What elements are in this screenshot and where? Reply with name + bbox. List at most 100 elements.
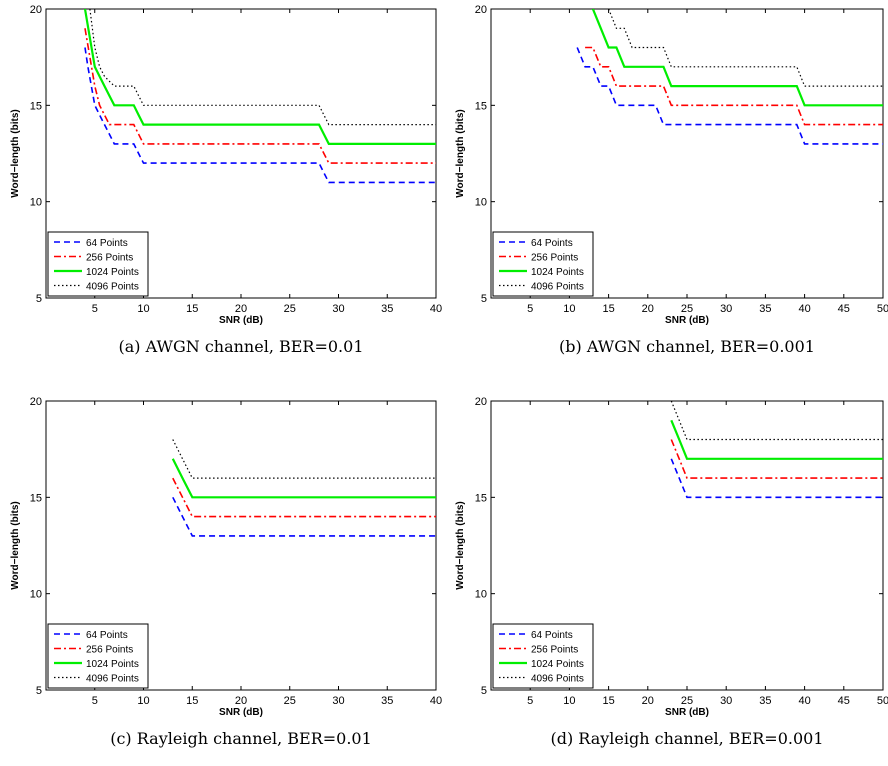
y-tick-label: 15 xyxy=(30,100,42,112)
x-tick-label: 10 xyxy=(563,695,575,707)
legend: 64 Points 256 Points 1024 Points 4096 Point… xyxy=(492,623,594,689)
legend-label: 64 Points xyxy=(531,630,573,641)
series-line xyxy=(670,439,883,479)
series-group xyxy=(171,439,436,537)
x-tick-label: 20 xyxy=(642,303,654,315)
series-line xyxy=(576,47,883,145)
y-tick-label: 5 xyxy=(36,685,42,697)
panel-caption: (d) Rayleigh channel, BER=0.001 xyxy=(550,729,823,748)
series-line xyxy=(171,458,436,499)
series-line xyxy=(670,419,883,460)
x-tick-label: 5 xyxy=(527,303,533,315)
y-tick-label: 20 xyxy=(475,4,487,16)
x-tick-label: 25 xyxy=(681,695,693,707)
y-tick-label: 10 xyxy=(475,589,487,601)
y-tick-label: 20 xyxy=(30,4,42,16)
legend-label: 256 Points xyxy=(86,253,133,264)
x-tick-label: 45 xyxy=(838,695,850,707)
legend-label: 4096 Points xyxy=(531,674,584,685)
y-tick-label: 10 xyxy=(30,589,42,601)
legend-label: 1024 Points xyxy=(86,267,139,278)
x-tick-label: 15 xyxy=(186,303,198,315)
y-axis-label: Word−length (bits) xyxy=(455,109,466,197)
x-tick-label: 30 xyxy=(332,303,344,315)
y-tick-label: 15 xyxy=(475,492,487,504)
legend-label: 64 Points xyxy=(531,238,573,249)
x-tick-label: 10 xyxy=(563,303,575,315)
series-line xyxy=(585,46,883,126)
x-tick-label: 20 xyxy=(235,303,247,315)
x-tick-label: 20 xyxy=(642,695,654,707)
panel-caption: (c) Rayleigh channel, BER=0.01 xyxy=(110,729,372,748)
legend-label: 256 Points xyxy=(531,645,578,656)
legend-label: 256 Points xyxy=(86,645,133,656)
x-tick-label: 20 xyxy=(235,695,247,707)
legend-label: 4096 Points xyxy=(86,282,139,293)
x-tick-label: 5 xyxy=(527,695,533,707)
x-tick-label: 40 xyxy=(430,303,442,315)
x-tick-label: 15 xyxy=(602,695,614,707)
y-tick-label: 10 xyxy=(475,197,487,209)
x-tick-label: 5 xyxy=(92,695,98,707)
x-tick-label: 35 xyxy=(759,303,771,315)
x-tick-label: 50 xyxy=(877,695,888,707)
series-group xyxy=(83,9,436,184)
series-line xyxy=(84,28,436,164)
x-tick-label: 10 xyxy=(137,303,149,315)
y-tick-label: 20 xyxy=(475,396,487,408)
y-axis-label: Word−length (bits) xyxy=(455,501,466,589)
y-tick-label: 20 xyxy=(30,396,42,408)
legend-label: 256 Points xyxy=(531,253,578,264)
panel-caption: (a) AWGN channel, BER=0.01 xyxy=(118,337,363,356)
legend-label: 64 Points xyxy=(86,238,128,249)
y-tick-label: 5 xyxy=(481,293,487,305)
x-tick-label: 30 xyxy=(720,695,732,707)
series-line xyxy=(172,439,436,479)
x-tick-label: 30 xyxy=(720,303,732,315)
x-tick-label: 30 xyxy=(332,695,344,707)
y-tick-label: 5 xyxy=(36,293,42,305)
x-tick-label: 35 xyxy=(381,303,393,315)
legend-label: 1024 Points xyxy=(531,267,584,278)
series-line xyxy=(172,496,436,537)
y-tick-label: 15 xyxy=(30,492,42,504)
x-tick-label: 40 xyxy=(430,695,442,707)
chart-panel: 5 10 15 20 25 30 35 40 45 50 5 10 15 20 SNR (dB) Word−l… xyxy=(455,4,888,356)
x-tick-label: 50 xyxy=(877,303,888,315)
legend-label: 4096 Points xyxy=(86,674,139,685)
y-axis-label: Word−length (bits) xyxy=(10,501,21,589)
y-tick-label: 10 xyxy=(30,197,42,209)
series-group xyxy=(670,401,883,499)
legend: 64 Points 256 Points 1024 Points 4096 Point… xyxy=(47,623,149,689)
legend-label: 1024 Points xyxy=(531,659,584,670)
legend-label: 4096 Points xyxy=(531,282,584,293)
x-axis-label: SNR (dB) xyxy=(219,707,263,718)
x-tick-label: 5 xyxy=(92,303,98,315)
series-line xyxy=(172,477,436,518)
y-tick-label: 15 xyxy=(475,100,487,112)
series-line xyxy=(670,458,883,499)
x-axis-label: SNR (dB) xyxy=(665,707,709,718)
legend: 64 Points 256 Points 1024 Points 4096 Point… xyxy=(492,231,594,297)
x-tick-label: 40 xyxy=(798,695,810,707)
series-line xyxy=(608,9,883,87)
series-line xyxy=(84,47,436,184)
x-tick-label: 45 xyxy=(838,303,850,315)
panel-caption: (b) AWGN channel, BER=0.001 xyxy=(559,337,815,356)
x-axis-label: SNR (dB) xyxy=(219,315,263,326)
y-axis-label: Word−length (bits) xyxy=(10,109,21,197)
legend-label: 64 Points xyxy=(86,630,128,641)
x-axis-label: SNR (dB) xyxy=(665,315,709,326)
x-tick-label: 25 xyxy=(284,695,296,707)
legend-label: 1024 Points xyxy=(86,659,139,670)
series-line xyxy=(83,9,436,145)
series-group xyxy=(576,9,883,145)
x-tick-label: 25 xyxy=(681,303,693,315)
x-tick-label: 35 xyxy=(759,695,771,707)
x-tick-label: 10 xyxy=(137,695,149,707)
series-line xyxy=(591,9,883,107)
x-tick-label: 35 xyxy=(381,695,393,707)
